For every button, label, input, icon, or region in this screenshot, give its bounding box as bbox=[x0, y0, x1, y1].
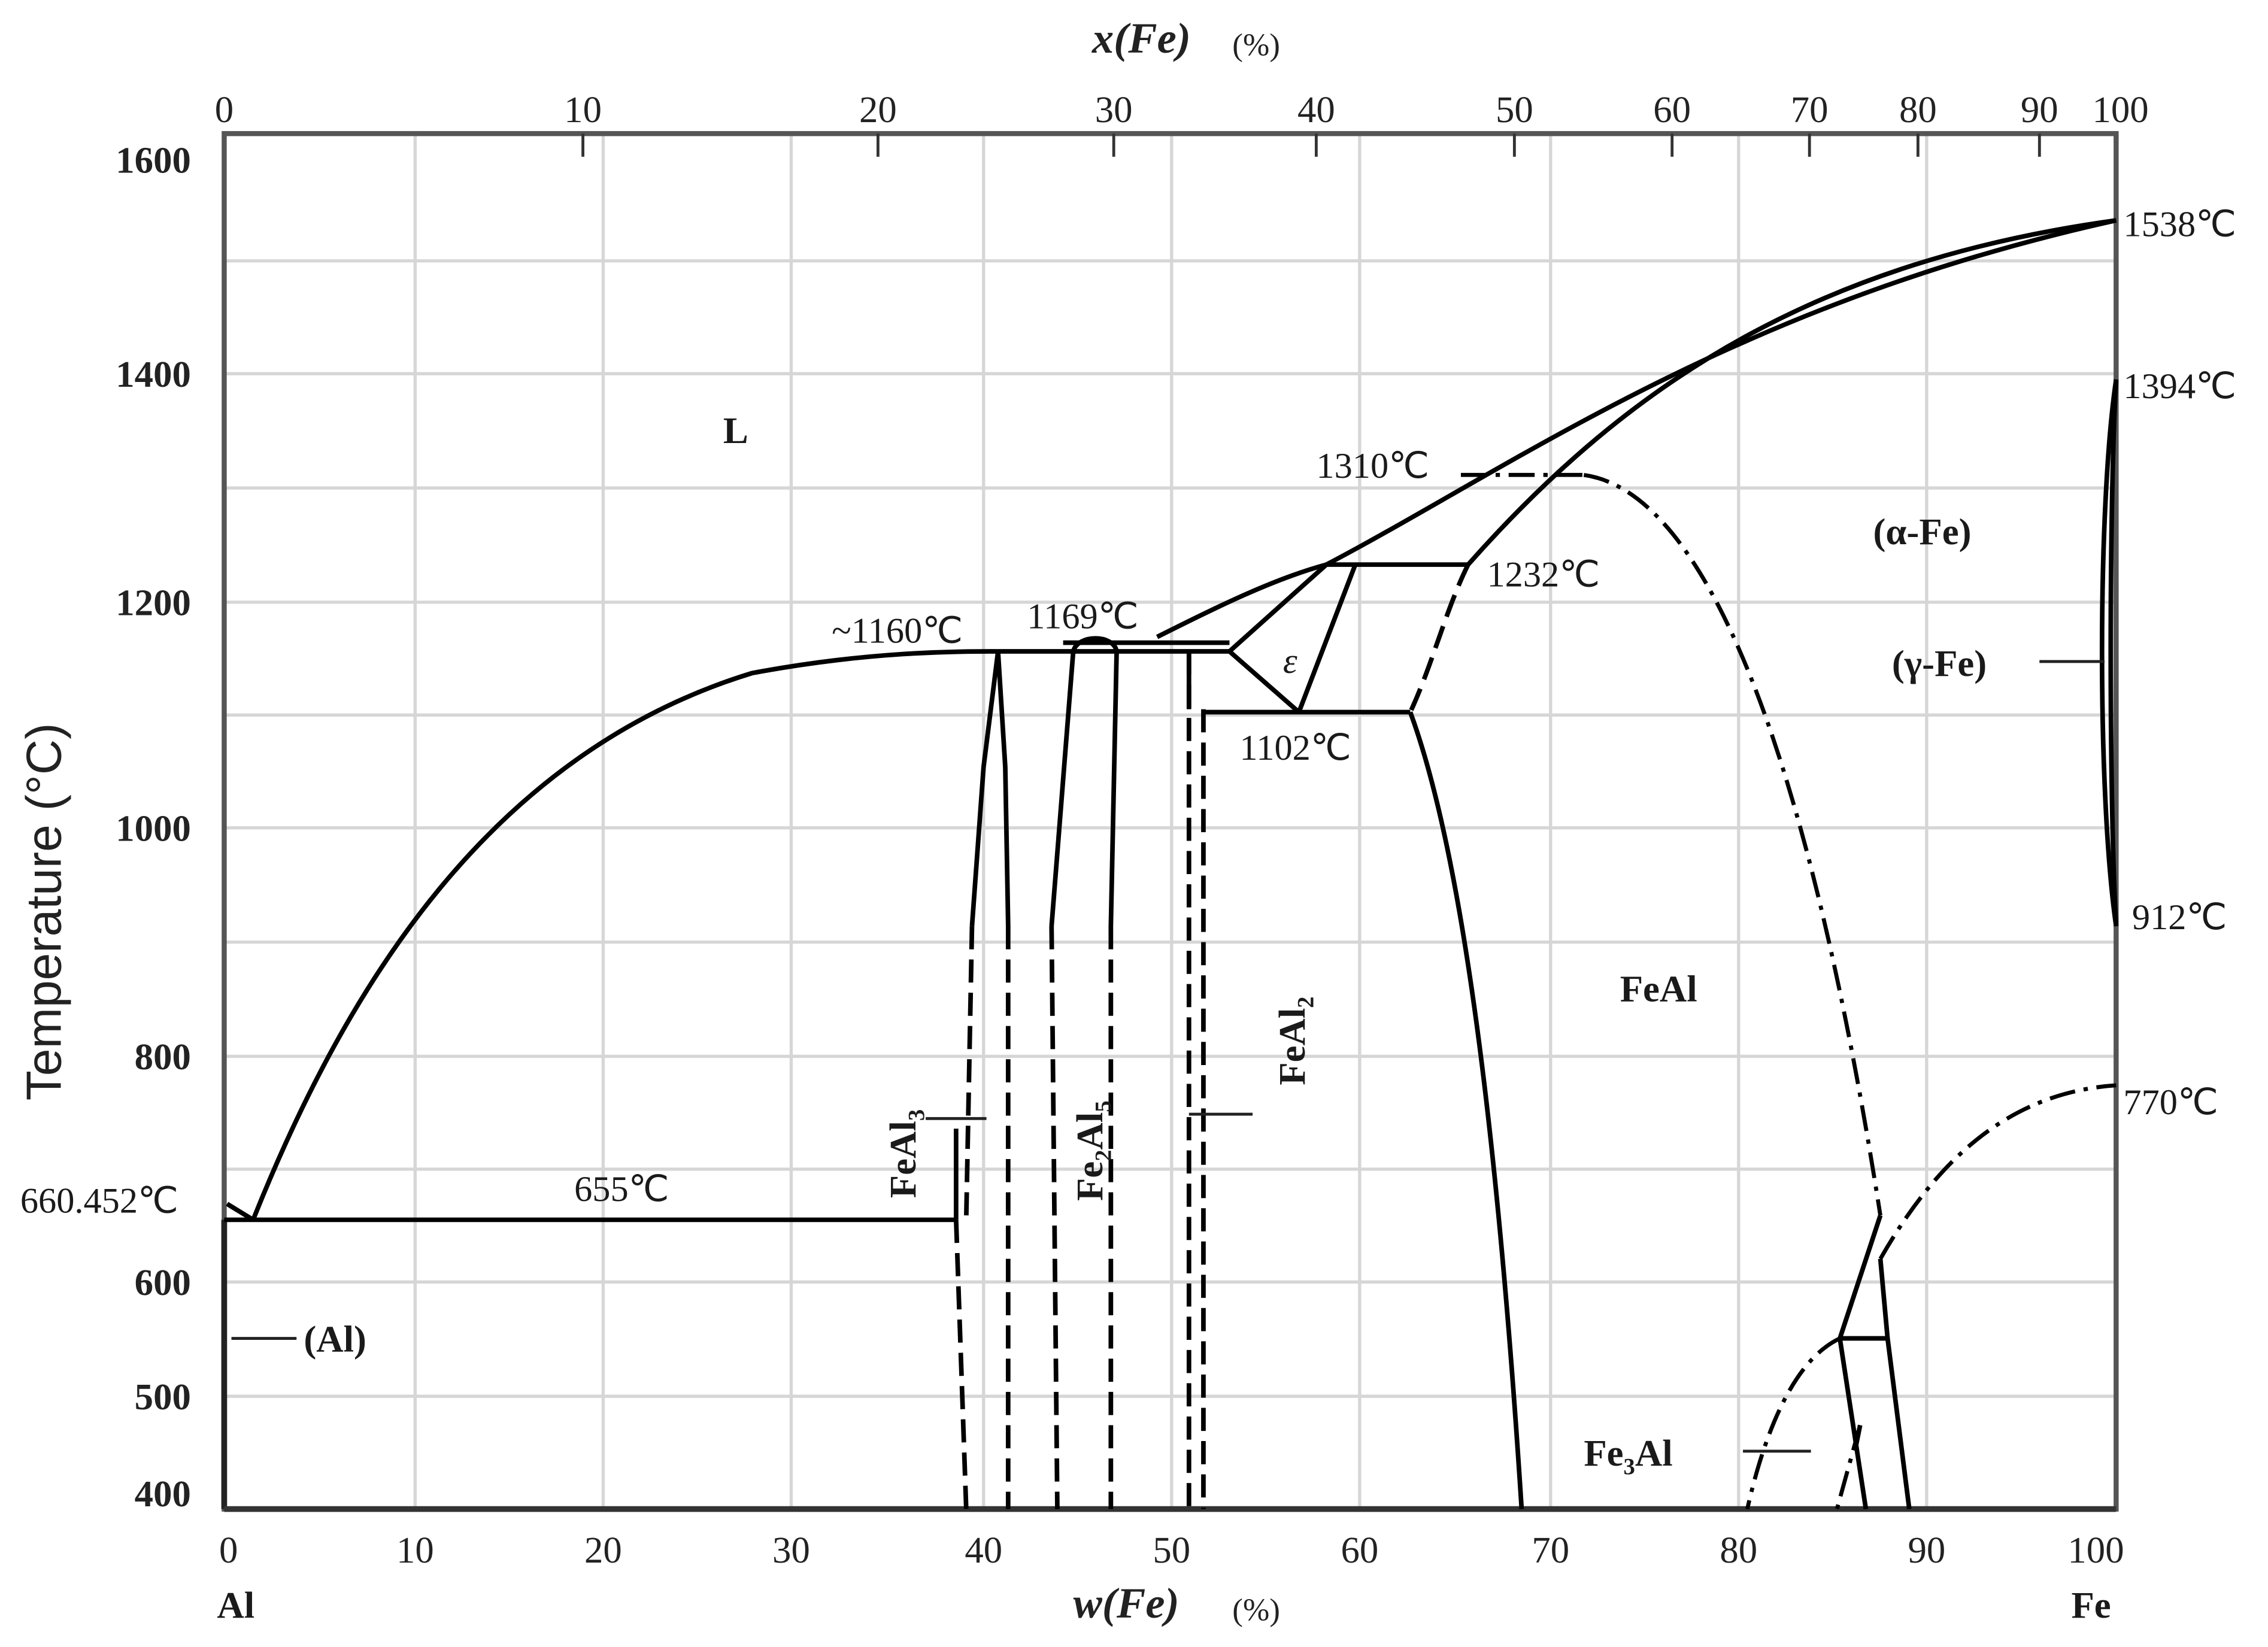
t660-label: 660.452℃ bbox=[20, 1181, 178, 1221]
top-tick: 40 bbox=[1297, 89, 1335, 131]
phase-feal-label: FeAl bbox=[1620, 968, 1697, 1010]
bottom-tick: 0 bbox=[219, 1529, 238, 1571]
bottom-tick: 20 bbox=[584, 1529, 622, 1571]
phase-boundaries bbox=[224, 218, 2119, 1510]
y-axis-labels: 1600 1400 1200 1000 800 600 500 400 bbox=[116, 139, 191, 1514]
top-tick: 60 bbox=[1653, 89, 1691, 131]
y-tick: 1000 bbox=[116, 807, 191, 849]
phase-epsilon-label: ε bbox=[1283, 641, 1297, 681]
top-tick: 20 bbox=[859, 89, 897, 131]
t770-label: 770℃ bbox=[2123, 1082, 2218, 1123]
bottom-axis-unit: (%) bbox=[1232, 1593, 1280, 1628]
y-tick: 500 bbox=[135, 1376, 191, 1418]
t1160-label: ~1160℃ bbox=[832, 611, 963, 651]
top-tick: 80 bbox=[1899, 89, 1937, 131]
t1169-label: 1169℃ bbox=[1027, 596, 1138, 636]
t655-label: 655℃ bbox=[574, 1169, 669, 1209]
t912-label: 912℃ bbox=[2132, 897, 2227, 938]
top-tick: 10 bbox=[564, 89, 602, 131]
phase-gamma-fe-label: (γ-Fe) bbox=[1892, 642, 1987, 684]
bottom-tick: 70 bbox=[1532, 1529, 1569, 1571]
bottom-tick: 60 bbox=[1341, 1529, 1378, 1571]
phase-al-label: (Al) bbox=[304, 1318, 366, 1360]
phase-liquid-label: L bbox=[723, 410, 748, 451]
y-tick: 400 bbox=[135, 1473, 191, 1515]
y-tick: 1400 bbox=[116, 353, 191, 395]
t1394-label: 1394℃ bbox=[2123, 366, 2236, 407]
y-tick: 1600 bbox=[116, 139, 191, 181]
bottom-tick: 100 bbox=[2067, 1529, 2124, 1571]
bottom-tick: 40 bbox=[965, 1529, 1002, 1571]
top-axis-unit: (%) bbox=[1232, 28, 1280, 63]
temperature-annotations: 1538℃ 1394℃ 912℃ 770℃ 1310℃ 1232℃ 1169℃ … bbox=[20, 205, 2236, 1221]
top-tick: 90 bbox=[2021, 89, 2058, 131]
phase-fe2al5-label: Fe2Al5 bbox=[1069, 1100, 1116, 1201]
bottom-tick: 90 bbox=[1908, 1529, 1945, 1571]
fe-end-label: Fe bbox=[2071, 1584, 2111, 1626]
top-axis-labels: 0 10 20 30 40 50 60 70 80 90 100 bbox=[215, 89, 2149, 131]
top-tick: 50 bbox=[1496, 89, 1533, 131]
y-tick: 800 bbox=[135, 1036, 191, 1078]
top-axis-ticks bbox=[581, 134, 2041, 157]
gridlines bbox=[224, 134, 2117, 1509]
top-tick: 70 bbox=[1791, 89, 1829, 131]
bottom-axis-labels: 0 10 20 30 40 50 60 70 80 90 100 bbox=[219, 1529, 2124, 1571]
top-axis-title: x(Fe) bbox=[1091, 14, 1191, 62]
top-tick: 0 bbox=[215, 89, 234, 131]
t1102-label: 1102℃ bbox=[1239, 728, 1351, 768]
leader-lines bbox=[231, 660, 2105, 1453]
phase-alpha-fe-label: (α-Fe) bbox=[1873, 511, 1971, 553]
phase-fe3al-label: Fe3Al bbox=[1584, 1432, 1672, 1479]
bottom-tick: 80 bbox=[1720, 1529, 1757, 1571]
t1538-label: 1538℃ bbox=[2123, 205, 2236, 245]
top-tick: 100 bbox=[2092, 89, 2148, 131]
al-end-label: Al bbox=[217, 1584, 254, 1626]
t1232-label: 1232℃ bbox=[1487, 554, 1600, 595]
bottom-tick: 50 bbox=[1153, 1529, 1190, 1571]
y-tick: 1200 bbox=[116, 582, 191, 624]
phase-feal2-label: FeAl2 bbox=[1271, 996, 1318, 1085]
bottom-axis-title: w(Fe) bbox=[1074, 1579, 1180, 1627]
top-tick: 30 bbox=[1095, 89, 1133, 131]
phase-labels: L (α-Fe) (γ-Fe) FeAl ε (Al) FeAl3 Fe2Al5… bbox=[304, 410, 1987, 1479]
phase-feal3-label: FeAl3 bbox=[882, 1109, 929, 1198]
y-tick: 600 bbox=[135, 1261, 191, 1303]
bottom-tick: 30 bbox=[772, 1529, 810, 1571]
y-axis-title: Temperature (°C) bbox=[17, 723, 71, 1101]
t1310-label: 1310℃ bbox=[1316, 446, 1429, 486]
bottom-tick: 10 bbox=[396, 1529, 434, 1571]
